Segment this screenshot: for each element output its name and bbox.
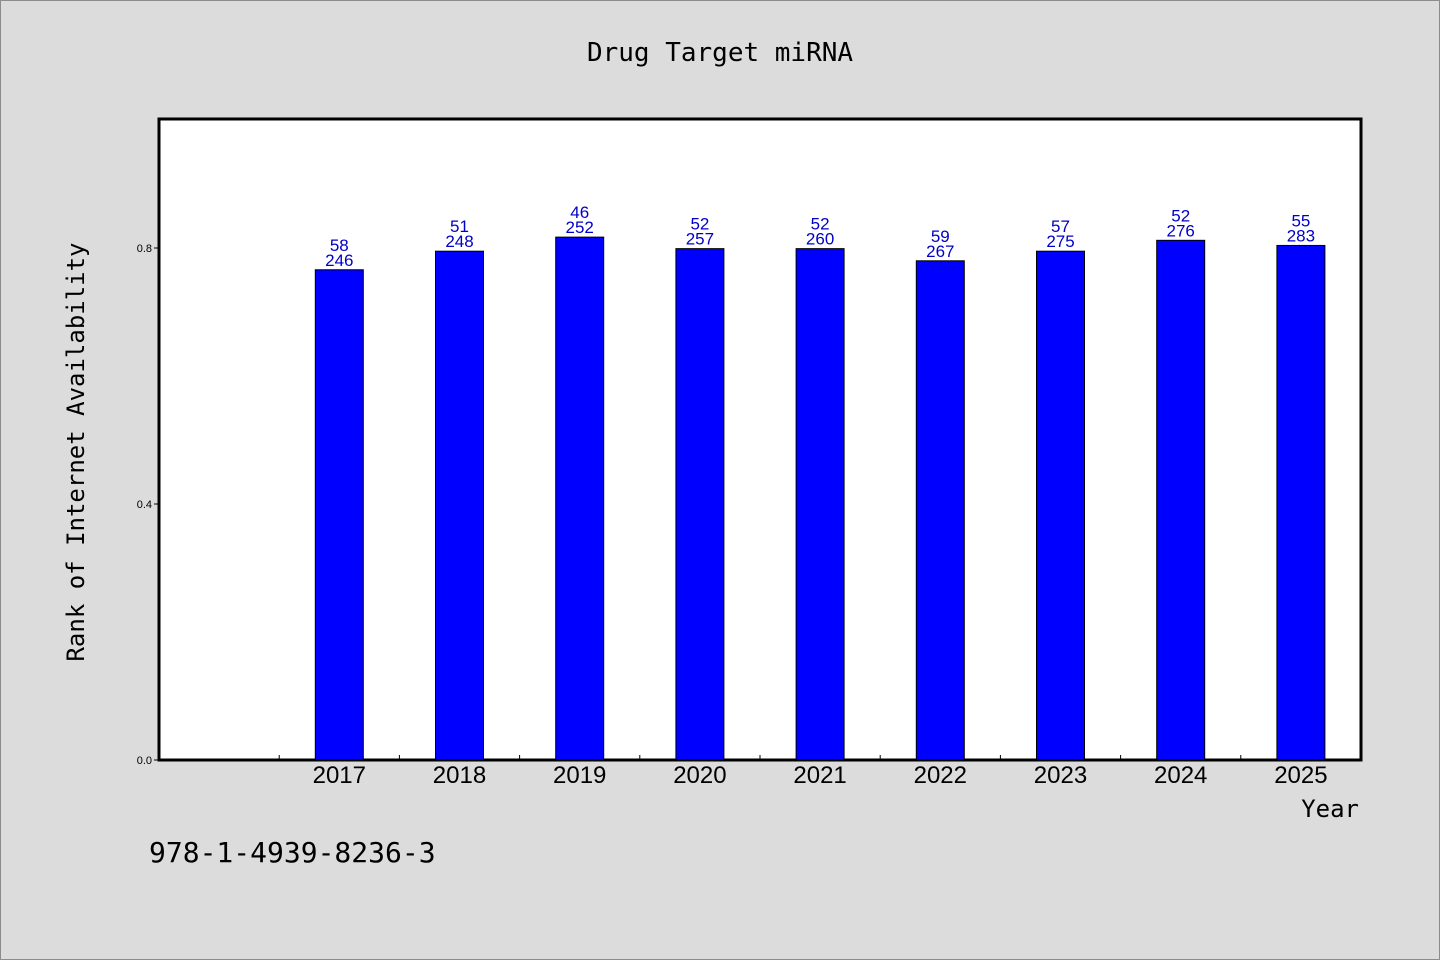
bar-label-top: 51: [450, 217, 469, 236]
x-axis-ticks: [278, 755, 1242, 760]
bar-label-bottom: 260: [806, 230, 834, 249]
bar-2020: [675, 248, 725, 761]
bar-2024: [1156, 239, 1206, 761]
x-axis-category-labels: 2017 2018 2019 2020 2021 2022 2023 2024 2025: [313, 762, 1328, 789]
bar-label-bottom: 276: [1167, 221, 1195, 240]
bar-label-bottom: 283: [1287, 226, 1315, 245]
x-axis-label: Year: [1301, 795, 1359, 823]
y-tick-label: 0.0: [137, 755, 152, 767]
bar-label-bottom: 275: [1046, 232, 1074, 251]
bar-label-top: 55: [1291, 211, 1310, 230]
bars: [314, 236, 1326, 761]
bar-2021: [795, 248, 845, 761]
x-category-label: 2023: [1034, 762, 1087, 789]
bar-2019: [555, 236, 605, 761]
bar-label-top: 57: [1051, 217, 1070, 236]
bar-label-top: 52: [1171, 206, 1190, 225]
y-axis-ticks: 0.0 0.4 0.8: [137, 243, 159, 767]
x-category-label: 2020: [673, 762, 726, 789]
bar-label-bottom: 252: [566, 218, 594, 237]
y-tick-label: 0.8: [137, 243, 152, 255]
bar-2023: [1036, 250, 1085, 761]
bar-label-top: 52: [811, 215, 830, 234]
bar-2022: [915, 260, 965, 761]
bar-label-bottom: 257: [686, 230, 714, 249]
x-category-label: 2022: [914, 762, 967, 789]
isbn-text: 978-1-4939-8236-3: [149, 836, 436, 869]
bar-2025: [1276, 244, 1326, 761]
x-category-label: 2019: [553, 762, 606, 789]
x-category-label: 2018: [433, 762, 486, 789]
y-tick-label: 0.4: [137, 499, 152, 511]
bar-2017: [314, 269, 364, 761]
bar-label-top: 52: [690, 215, 709, 234]
bar-label-bottom: 248: [445, 232, 473, 251]
x-category-label: 2021: [793, 762, 846, 789]
x-category-label: 2017: [313, 762, 366, 789]
chart-title: Drug Target miRNA: [587, 38, 853, 68]
x-category-label: 2025: [1274, 762, 1327, 789]
bar-label-top: 46: [570, 203, 589, 222]
bar-label-bottom: 246: [325, 251, 353, 270]
bar-2018: [435, 250, 484, 761]
x-category-label: 2024: [1154, 762, 1207, 789]
bar-label-bottom: 267: [926, 242, 954, 261]
bar-label-top: 59: [931, 227, 950, 246]
y-axis-label: Rank of Internet Availability: [62, 242, 90, 661]
bar-label-top: 58: [330, 236, 349, 255]
